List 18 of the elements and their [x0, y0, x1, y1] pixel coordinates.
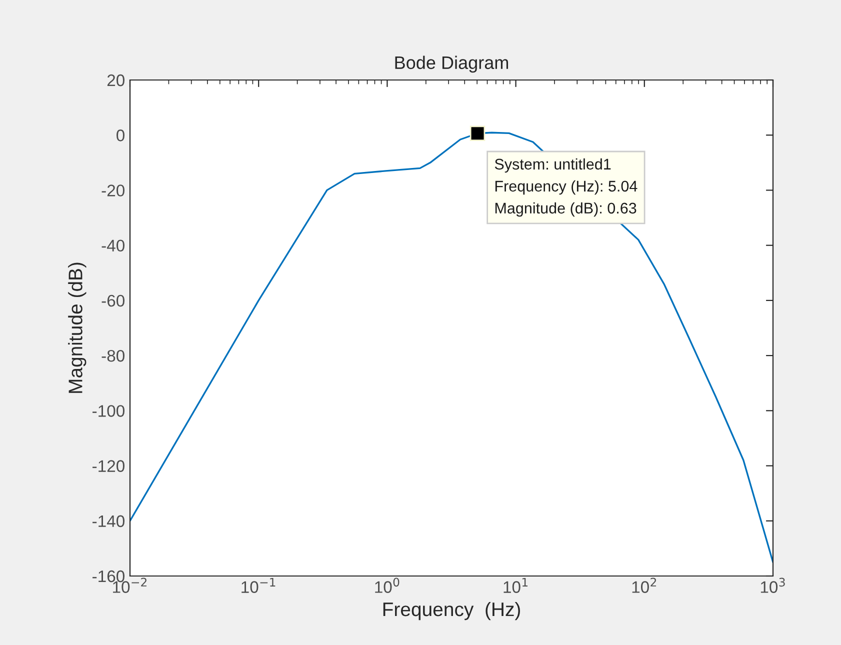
y-tick-label: 20	[107, 74, 124, 86]
y-tick-label: -20	[102, 184, 124, 196]
y-tick-label: 0	[116, 130, 124, 142]
chart-title: Bode Diagram	[395, 56, 508, 73]
y-tick-label: -80	[102, 350, 124, 362]
x-axis-title: Frequency (Hz)	[383, 602, 520, 620]
y-tick-label: -120	[92, 460, 124, 472]
y-axis-title: Magnitude (dB)	[68, 262, 86, 393]
y-tick-label: -60	[102, 294, 124, 307]
y-tick-label: -140	[92, 515, 124, 528]
y-tick-label: -40	[102, 240, 124, 252]
annotation: System: untitled1 Frequency (Hz): 5.04 Magnitude (dB): 0.63	[494, 158, 638, 217]
y-tick-label: -100	[92, 405, 124, 417]
x-tick-label: 10$^{2}$	[632, 578, 656, 593]
x-tick-label: 10$^{−1}$	[242, 578, 276, 593]
x-tick-label: 10$^{3}$	[760, 578, 785, 593]
x-tick-label: 10$^{1}$	[504, 578, 528, 593]
x-tick-label: 10$^{0}$	[375, 578, 400, 593]
